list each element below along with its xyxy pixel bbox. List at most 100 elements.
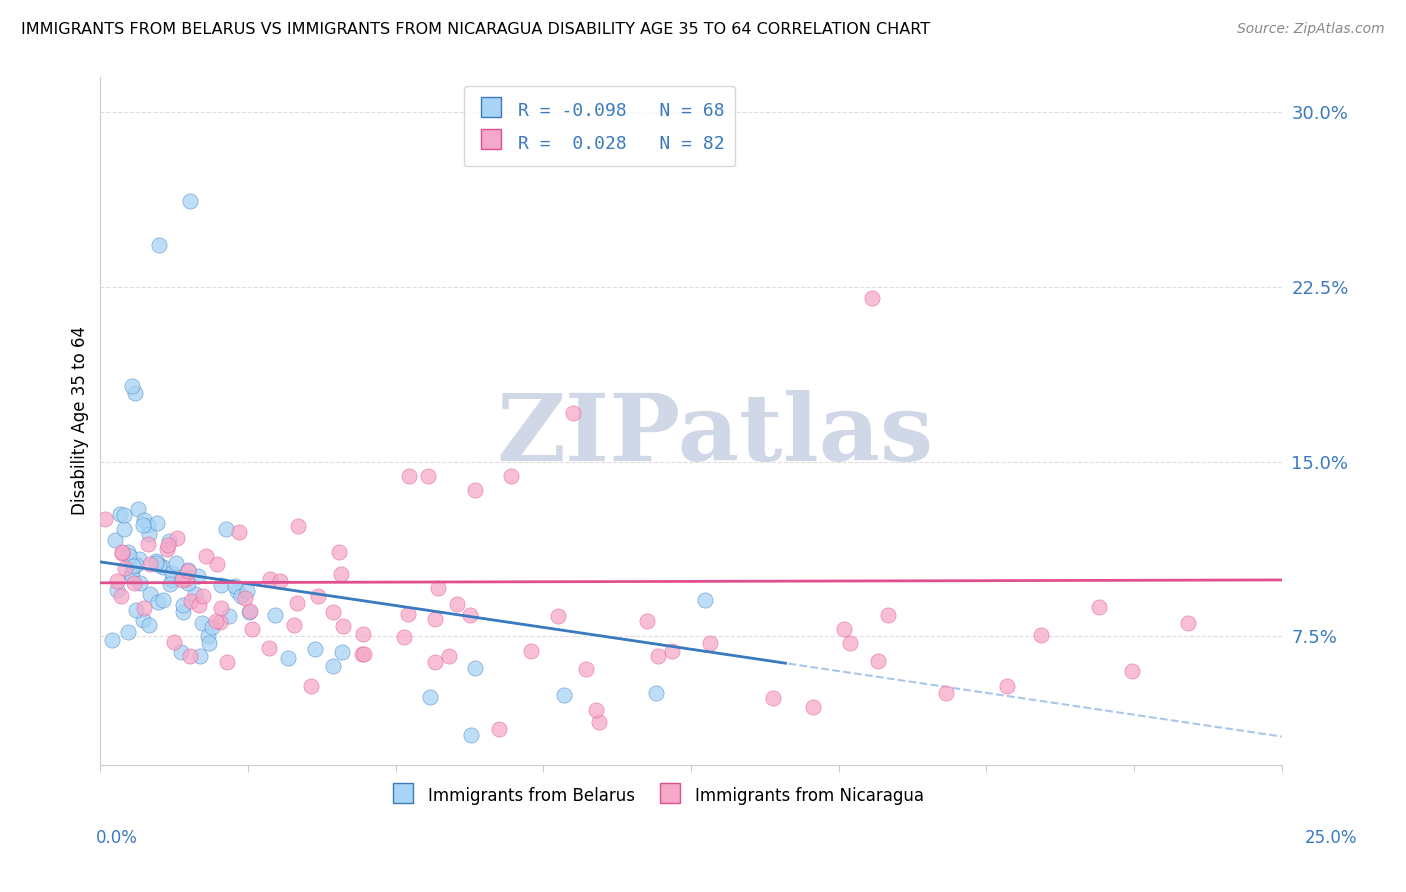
Point xyxy=(803,699,825,714)
Point xyxy=(172,605,194,619)
Point xyxy=(112,508,135,522)
Point xyxy=(215,655,238,669)
Point xyxy=(1088,600,1111,615)
Point xyxy=(183,587,205,601)
Point xyxy=(353,647,375,661)
Point xyxy=(145,516,167,530)
Point xyxy=(699,636,721,650)
Point xyxy=(398,469,420,483)
Text: Source: ZipAtlas.com: Source: ZipAtlas.com xyxy=(1237,22,1385,37)
Point xyxy=(101,633,124,648)
Y-axis label: Disability Age 35 to 64: Disability Age 35 to 64 xyxy=(72,326,89,516)
Point xyxy=(136,537,159,551)
Point xyxy=(139,587,162,601)
Point xyxy=(157,534,180,549)
Point xyxy=(458,608,481,623)
Point xyxy=(152,593,174,607)
Point xyxy=(162,635,184,649)
Point xyxy=(121,568,143,582)
Point xyxy=(112,522,135,536)
Point xyxy=(145,554,167,568)
Point xyxy=(159,577,181,591)
Point xyxy=(224,579,246,593)
Point xyxy=(195,549,218,564)
Text: IMMIGRANTS FROM BELARUS VS IMMIGRANTS FROM NICARAGUA DISABILITY AGE 35 TO 64 COR: IMMIGRANTS FROM BELARUS VS IMMIGRANTS FR… xyxy=(21,22,931,37)
Point xyxy=(191,616,214,631)
Point xyxy=(332,618,354,632)
Point xyxy=(285,596,308,610)
Point xyxy=(148,558,170,572)
Point xyxy=(160,573,183,587)
Point xyxy=(832,622,855,636)
Point xyxy=(193,589,215,603)
Point xyxy=(264,607,287,622)
Point xyxy=(160,566,183,581)
Text: ZIPatlas: ZIPatlas xyxy=(496,390,934,480)
Point xyxy=(156,541,179,556)
Point xyxy=(122,559,145,574)
Point xyxy=(209,601,232,615)
Point xyxy=(299,680,322,694)
Point xyxy=(132,517,155,532)
Point xyxy=(152,560,174,574)
Point xyxy=(129,576,152,591)
Point xyxy=(177,563,200,577)
Point xyxy=(177,564,200,578)
Point xyxy=(134,601,156,615)
Point xyxy=(396,607,419,621)
Point xyxy=(242,623,264,637)
Point xyxy=(287,519,309,533)
Point xyxy=(197,629,219,643)
Point xyxy=(283,618,305,632)
Point xyxy=(117,625,139,640)
Legend: Immigrants from Belarus, Immigrants from Nicaragua: Immigrants from Belarus, Immigrants from… xyxy=(381,778,931,814)
Point xyxy=(225,583,247,598)
Point xyxy=(138,527,160,541)
Point xyxy=(146,595,169,609)
Point xyxy=(111,546,134,560)
Point xyxy=(330,645,353,659)
Point xyxy=(307,590,329,604)
Point xyxy=(127,501,149,516)
Point xyxy=(108,507,131,521)
Point xyxy=(132,513,155,527)
Point xyxy=(645,686,668,700)
Point xyxy=(239,604,262,618)
Point xyxy=(228,524,250,539)
Point xyxy=(165,556,187,570)
Point xyxy=(1031,628,1053,642)
Point xyxy=(693,593,716,607)
Point xyxy=(464,483,486,498)
Point xyxy=(124,386,146,401)
Point xyxy=(553,688,575,702)
Point xyxy=(488,722,510,736)
Point xyxy=(661,644,683,658)
Point xyxy=(117,545,139,559)
Point xyxy=(125,558,148,573)
Point xyxy=(138,618,160,632)
Point xyxy=(205,557,228,571)
Text: 0.0%: 0.0% xyxy=(96,829,138,847)
Text: 25.0%: 25.0% xyxy=(1305,829,1357,847)
Point xyxy=(177,576,200,591)
Point xyxy=(423,655,446,669)
Point xyxy=(995,679,1018,693)
Point xyxy=(866,654,889,668)
Point xyxy=(125,603,148,617)
Point xyxy=(94,512,117,526)
Point xyxy=(128,551,150,566)
Point xyxy=(238,605,260,619)
Point xyxy=(104,533,127,547)
Point xyxy=(188,599,211,613)
Point xyxy=(876,607,898,622)
Point xyxy=(198,635,221,649)
Point xyxy=(111,544,134,558)
Point xyxy=(233,591,256,605)
Point xyxy=(118,549,141,564)
Point xyxy=(762,691,785,706)
Point xyxy=(145,556,167,570)
Point xyxy=(304,642,326,657)
Point xyxy=(110,590,132,604)
Point xyxy=(1177,615,1199,630)
Point xyxy=(464,661,486,675)
